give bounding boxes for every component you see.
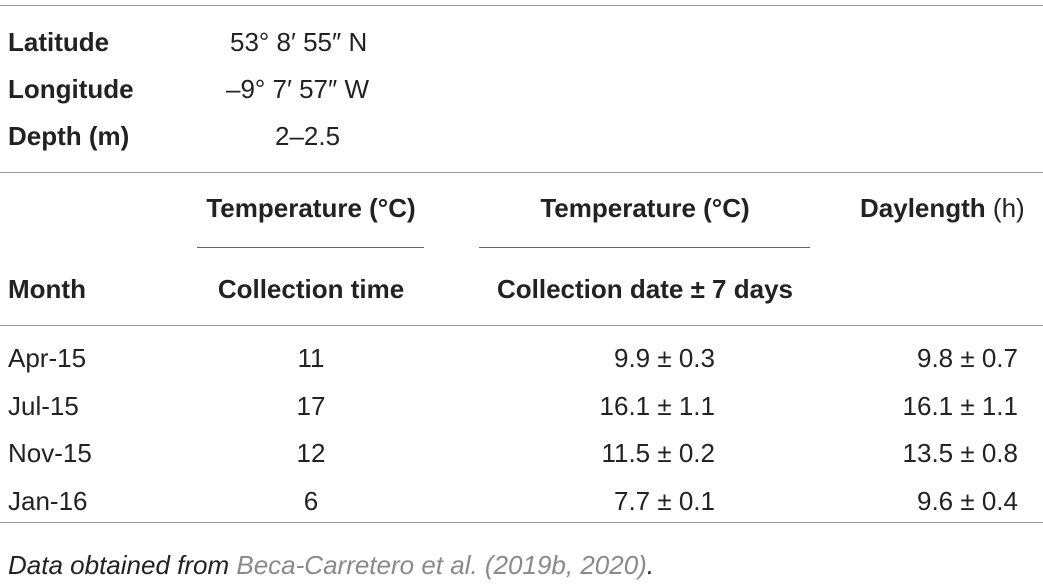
footnote-text: Data obtained from xyxy=(8,550,230,580)
rule xyxy=(0,5,1043,6)
footnote: Data obtained from Beca-Carretero et al.… xyxy=(8,550,654,580)
column-header: Collection time xyxy=(217,274,405,304)
column-header: Collection date ± 7 days xyxy=(496,274,794,304)
temp-cell: 11 xyxy=(297,343,325,373)
daylength-cell: 16.1 ± 1.1 xyxy=(902,390,1018,421)
group-header: Temperature (°C) xyxy=(206,193,416,223)
rule xyxy=(0,325,1043,326)
footnote-end: . xyxy=(646,550,655,580)
daylength-header: Daylength (h) xyxy=(860,193,1025,223)
site-value: 53° 8′ 55″ N xyxy=(230,27,368,57)
group-header: Temperature (°C) xyxy=(540,193,750,223)
header-name: Daylength xyxy=(860,193,986,223)
daylength-cell: 9.6 ± 0.4 xyxy=(916,485,1018,516)
temp-range-cell: 9.9 ± 0.3 xyxy=(613,343,715,373)
temp-range-cell: 7.7 ± 0.1 xyxy=(613,485,715,516)
month-cell: Nov-15 xyxy=(8,438,92,468)
group-rule xyxy=(197,247,424,248)
month-cell: Apr-15 xyxy=(8,343,87,373)
header-unit: (h) xyxy=(992,193,1025,223)
daylength-cell: 13.5 ± 0.8 xyxy=(902,438,1018,468)
rule xyxy=(0,172,1043,173)
temp-cell: 12 xyxy=(296,438,326,468)
site-label: Depth (m) xyxy=(8,121,130,151)
temp-cell: 6 xyxy=(303,485,319,516)
site-label: Longitude xyxy=(8,74,134,104)
daylength-cell: 9.8 ± 0.7 xyxy=(916,343,1018,373)
temp-range-cell: 16.1 ± 1.1 xyxy=(599,390,715,421)
month-cell: Jan-16 xyxy=(8,485,88,516)
temp-range-cell: 11.5 ± 0.2 xyxy=(601,438,715,468)
site-label: Latitude xyxy=(8,27,110,57)
group-rule xyxy=(479,247,810,248)
site-value: –9° 7′ 57″ W xyxy=(226,74,369,104)
month-cell: Jul-15 xyxy=(8,390,79,421)
reference-link[interactable]: Beca-Carretero et al. (2019b, 2020) xyxy=(236,550,647,580)
rule xyxy=(0,522,1043,523)
site-value: 2–2.5 xyxy=(275,121,341,151)
column-header: Month xyxy=(8,274,86,304)
temp-cell: 17 xyxy=(296,390,326,421)
